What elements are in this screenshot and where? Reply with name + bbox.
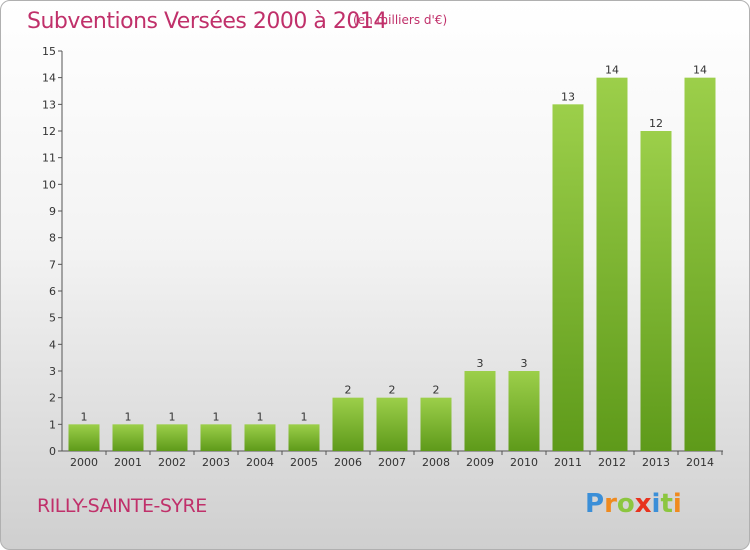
y-tick-label: 5 [49,312,56,325]
bar-2010 [508,371,540,451]
chart-title: Subventions Versées 2000 à 2014 [27,9,387,34]
y-tick-label: 11 [42,152,56,165]
y-tick-label: 9 [49,205,56,218]
x-tick-label: 2003 [202,456,230,469]
y-tick-label: 1 [49,418,56,431]
proxiti-logo: Proxiti [585,489,682,519]
bar-value-label: 3 [521,357,528,370]
x-tick-label: 2014 [686,456,714,469]
bar-2012 [596,77,628,452]
bar-value-label: 13 [561,90,575,103]
bar-value-label: 1 [257,410,264,423]
bar-value-label: 1 [169,410,176,423]
bar-2004 [244,424,276,451]
bar-2000 [68,424,100,451]
bar-value-label: 2 [433,384,440,397]
bar-2011 [552,104,584,451]
y-tick-label: 8 [49,232,56,245]
y-tick-label: 6 [49,285,56,298]
bar-2006 [332,397,364,451]
commune-name: RILLY-SAINTE-SYRE [37,495,207,517]
x-tick-label: 2002 [158,456,186,469]
bar-2005 [288,424,320,451]
x-tick-label: 2001 [114,456,142,469]
x-tick-label: 2012 [598,456,626,469]
y-tick-label: 15 [42,45,56,58]
y-tick-label: 3 [49,365,56,378]
bar-2014 [684,77,716,452]
bar-value-label: 1 [301,410,308,423]
x-tick-label: 2004 [246,456,274,469]
bar-value-label: 1 [125,410,132,423]
bar-value-label: 1 [81,410,88,423]
bar-2001 [112,424,144,451]
bar-2007 [376,397,408,451]
y-tick-label: 10 [42,178,56,191]
x-tick-label: 2008 [422,456,450,469]
x-tick-label: 2007 [378,456,406,469]
x-tick-label: 2010 [510,456,538,469]
bar-value-label: 14 [605,64,619,77]
bar-value-label: 1 [213,410,220,423]
y-tick-label: 0 [49,445,56,458]
y-tick-label: 14 [42,72,56,85]
y-tick-label: 7 [49,258,56,271]
x-tick-label: 2011 [554,456,582,469]
bar-2009 [464,371,496,451]
chart-subtitle: (en milliers d'€) [353,13,448,27]
y-tick-label: 2 [49,392,56,405]
bar-2002 [156,424,188,451]
bar-value-label: 12 [649,117,663,130]
y-tick-label: 4 [49,338,56,351]
x-tick-label: 2005 [290,456,318,469]
bar-value-label: 2 [389,384,396,397]
bar-value-label: 14 [693,64,707,77]
bar-value-label: 3 [477,357,484,370]
x-tick-label: 2009 [466,456,494,469]
bar-2013 [640,131,672,451]
x-tick-label: 2013 [642,456,670,469]
bar-2003 [200,424,232,451]
bar-value-label: 2 [345,384,352,397]
y-tick-label: 12 [42,125,56,138]
x-tick-label: 2000 [70,456,98,469]
x-tick-label: 2006 [334,456,362,469]
y-tick-label: 13 [42,98,56,111]
bar-2008 [420,397,452,451]
